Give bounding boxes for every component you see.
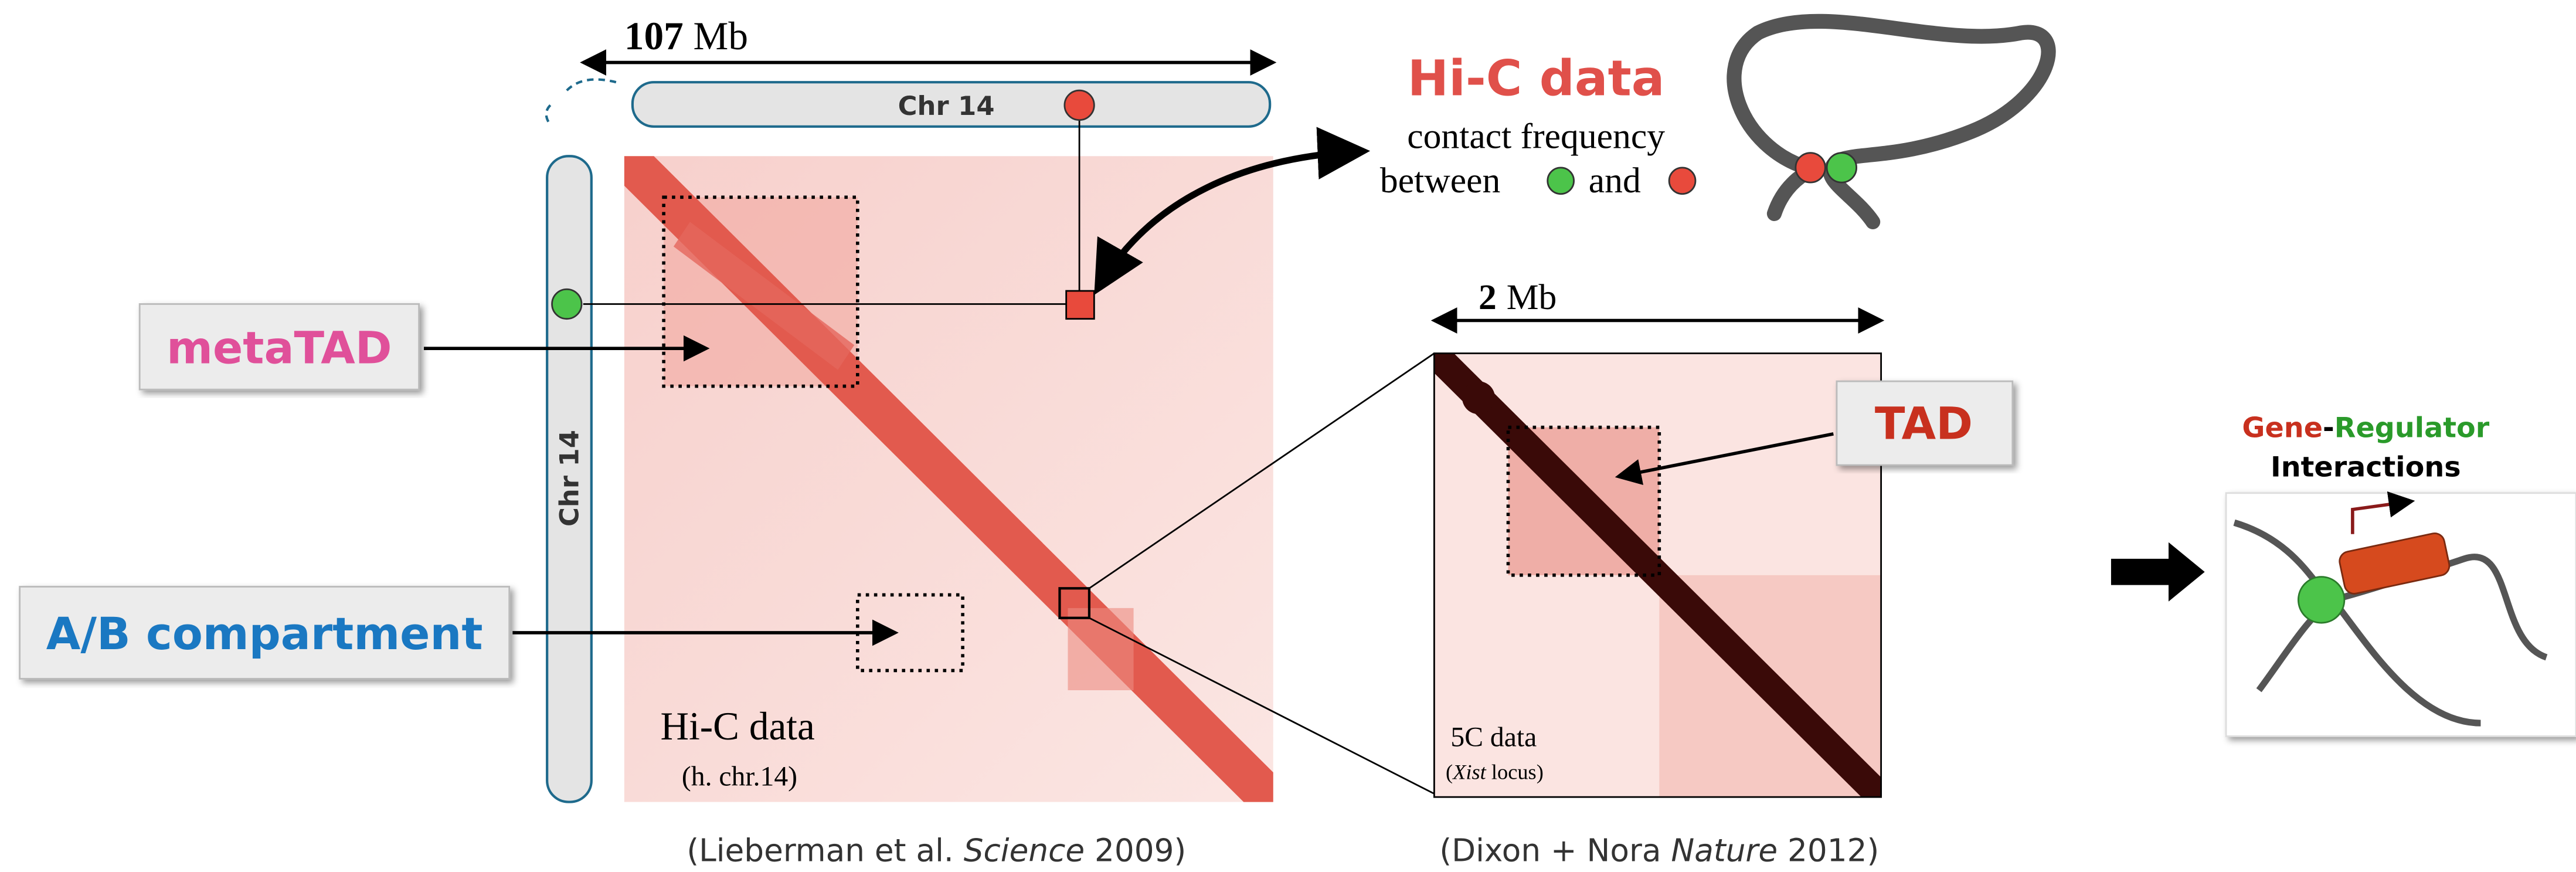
- callout-label: TAD: [1875, 398, 1973, 449]
- metatad-callout: metaTAD: [140, 304, 706, 389]
- loop-illustration: [1734, 21, 2048, 222]
- scale-unit: Mb: [694, 14, 748, 58]
- panel-sublabel: (h. chr.14): [682, 762, 797, 792]
- regulator: Regulator: [2334, 412, 2490, 444]
- legend-and: and: [1589, 161, 1641, 201]
- panel-label: Hi-C data: [661, 704, 815, 748]
- citation: (Dixon + Nora Nature 2012): [1439, 832, 1879, 868]
- citation-text: 2012): [1778, 832, 1879, 868]
- contact-square: [1066, 291, 1095, 319]
- gr-title: Gene-Regulator: [2242, 412, 2489, 444]
- big-arrow: [2111, 542, 2205, 602]
- gene: Gene: [2242, 412, 2323, 444]
- sublabel-text: locus): [1486, 760, 1544, 783]
- callout-label: A/B compartment: [46, 608, 483, 660]
- panel-sublabel: (Xist locus): [1446, 760, 1544, 783]
- panel-label: 5C data: [1450, 722, 1537, 752]
- citation-text: 2009): [1085, 832, 1186, 868]
- chr-label: Chr 14: [898, 90, 995, 121]
- citation-text: (Lieberman et al.: [687, 832, 963, 868]
- green-dot: [1548, 168, 1574, 194]
- sublabel-text: (: [1446, 760, 1453, 783]
- red-locus: [1065, 90, 1094, 120]
- scale-value: 2: [1479, 277, 1497, 317]
- red-locus: [1796, 153, 1825, 182]
- locus: Xist: [1452, 760, 1487, 783]
- legend-title: Hi-C data: [1408, 50, 1665, 107]
- callout-label: metaTAD: [166, 322, 392, 374]
- gr-subtitle: Interactions: [2271, 452, 2461, 484]
- green-locus: [1827, 153, 1856, 182]
- scale-value: 107: [624, 14, 684, 58]
- journal: Science: [964, 832, 1085, 868]
- legend-line: contact frequency: [1407, 116, 1665, 156]
- journal: Nature: [1671, 832, 1778, 868]
- red-dot: [1669, 168, 1695, 194]
- citation-text: (Dixon + Nora: [1439, 832, 1671, 868]
- scale-unit: Mb: [1507, 277, 1557, 317]
- dash: -: [2323, 412, 2334, 444]
- citation: (Lieberman et al. Science 2009): [687, 832, 1186, 868]
- green-locus: [552, 289, 582, 318]
- legend-between: between: [1380, 161, 1500, 201]
- chr-label: Chr 14: [553, 430, 584, 527]
- figure: 107Mb Chr 14 Chr 14 Hi-C data (h. chr.14…: [0, 0, 2576, 872]
- gene-regulator-illustration: [2226, 493, 2576, 737]
